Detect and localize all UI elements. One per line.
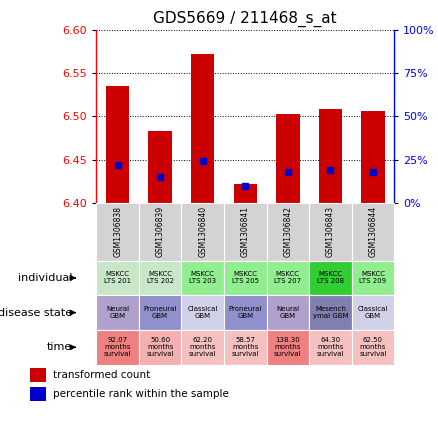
Text: MSKCC
LTS 207: MSKCC LTS 207 bbox=[274, 272, 301, 284]
Text: 62.50
months
survival: 62.50 months survival bbox=[359, 337, 387, 357]
FancyBboxPatch shape bbox=[96, 295, 139, 330]
Text: MSKCC
LTS 201: MSKCC LTS 201 bbox=[104, 272, 131, 284]
Text: Classical
GBM: Classical GBM bbox=[187, 306, 218, 319]
Bar bbox=[106, 86, 129, 203]
Text: MSKCC
LTS 202: MSKCC LTS 202 bbox=[147, 272, 174, 284]
Text: 138.30
months
survival: 138.30 months survival bbox=[274, 337, 302, 357]
FancyBboxPatch shape bbox=[224, 203, 267, 261]
Text: Mesench
ymal GBM: Mesench ymal GBM bbox=[313, 306, 348, 319]
FancyBboxPatch shape bbox=[96, 261, 139, 295]
Bar bbox=[276, 114, 300, 203]
FancyBboxPatch shape bbox=[181, 295, 224, 330]
Text: individual: individual bbox=[18, 273, 72, 283]
FancyBboxPatch shape bbox=[224, 330, 267, 365]
Text: GSM1306841: GSM1306841 bbox=[241, 206, 250, 257]
FancyBboxPatch shape bbox=[30, 387, 46, 401]
Text: Neural
GBM: Neural GBM bbox=[106, 306, 129, 319]
FancyBboxPatch shape bbox=[96, 203, 139, 261]
FancyBboxPatch shape bbox=[181, 203, 224, 261]
Text: disease state: disease state bbox=[0, 308, 72, 318]
FancyBboxPatch shape bbox=[224, 295, 267, 330]
Bar bbox=[233, 184, 257, 203]
Text: GSM1306840: GSM1306840 bbox=[198, 206, 207, 257]
Text: GSM1306838: GSM1306838 bbox=[113, 206, 122, 257]
Bar bbox=[319, 110, 342, 203]
Text: MSKCC
LTS 208: MSKCC LTS 208 bbox=[317, 272, 344, 284]
Text: Classical
GBM: Classical GBM bbox=[358, 306, 388, 319]
FancyBboxPatch shape bbox=[352, 330, 394, 365]
FancyBboxPatch shape bbox=[267, 203, 309, 261]
Text: GSM1306844: GSM1306844 bbox=[368, 206, 378, 257]
Text: MSKCC
LTS 203: MSKCC LTS 203 bbox=[189, 272, 216, 284]
Text: 50.60
months
survival: 50.60 months survival bbox=[146, 337, 174, 357]
Bar bbox=[148, 131, 172, 203]
FancyBboxPatch shape bbox=[309, 203, 352, 261]
FancyBboxPatch shape bbox=[139, 330, 181, 365]
FancyBboxPatch shape bbox=[352, 203, 394, 261]
Text: 62.20
months
survival: 62.20 months survival bbox=[189, 337, 216, 357]
FancyBboxPatch shape bbox=[181, 330, 224, 365]
FancyBboxPatch shape bbox=[267, 295, 309, 330]
FancyBboxPatch shape bbox=[267, 261, 309, 295]
Title: GDS5669 / 211468_s_at: GDS5669 / 211468_s_at bbox=[153, 11, 337, 27]
FancyBboxPatch shape bbox=[267, 330, 309, 365]
Text: 64.30
months
survival: 64.30 months survival bbox=[317, 337, 344, 357]
Bar bbox=[361, 111, 385, 203]
Text: Proneural
GBM: Proneural GBM bbox=[144, 306, 177, 319]
FancyBboxPatch shape bbox=[352, 295, 394, 330]
Text: time: time bbox=[47, 342, 72, 352]
Text: GSM1306843: GSM1306843 bbox=[326, 206, 335, 257]
FancyBboxPatch shape bbox=[181, 261, 224, 295]
FancyBboxPatch shape bbox=[224, 261, 267, 295]
Text: Neural
GBM: Neural GBM bbox=[276, 306, 300, 319]
Text: 58.57
months
survival: 58.57 months survival bbox=[232, 337, 259, 357]
FancyBboxPatch shape bbox=[139, 295, 181, 330]
Text: GSM1306839: GSM1306839 bbox=[155, 206, 165, 257]
Bar bbox=[191, 54, 215, 203]
Text: percentile rank within the sample: percentile rank within the sample bbox=[53, 389, 230, 399]
Text: GSM1306842: GSM1306842 bbox=[283, 206, 292, 257]
FancyBboxPatch shape bbox=[30, 368, 46, 382]
FancyBboxPatch shape bbox=[139, 261, 181, 295]
Text: transformed count: transformed count bbox=[53, 370, 151, 380]
FancyBboxPatch shape bbox=[352, 261, 394, 295]
Text: MSKCC
LTS 209: MSKCC LTS 209 bbox=[359, 272, 386, 284]
FancyBboxPatch shape bbox=[309, 330, 352, 365]
FancyBboxPatch shape bbox=[309, 295, 352, 330]
FancyBboxPatch shape bbox=[96, 330, 139, 365]
Text: Proneural
GBM: Proneural GBM bbox=[229, 306, 262, 319]
Text: 92.07
months
survival: 92.07 months survival bbox=[104, 337, 131, 357]
FancyBboxPatch shape bbox=[309, 261, 352, 295]
Text: MSKCC
LTS 205: MSKCC LTS 205 bbox=[232, 272, 259, 284]
FancyBboxPatch shape bbox=[139, 203, 181, 261]
